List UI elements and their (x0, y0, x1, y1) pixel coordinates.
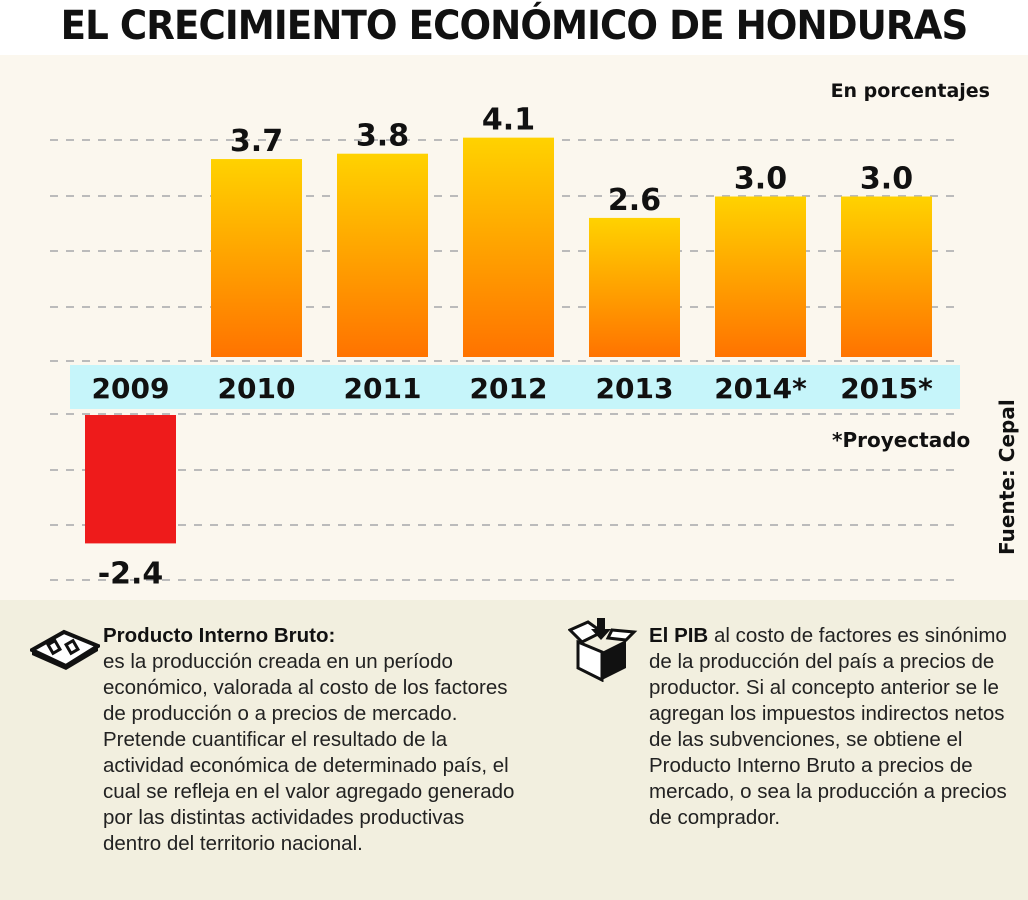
data-label: 4.1 (482, 103, 535, 138)
bar (715, 196, 806, 357)
category-label: 2013 (596, 372, 674, 405)
note-text: es la producción creada en un período ec… (103, 650, 515, 855)
category-band (70, 365, 960, 409)
note-heading: El PIB (649, 624, 709, 647)
notes-panel (0, 600, 1028, 900)
category-label: 2015* (840, 372, 933, 405)
bar (841, 196, 932, 357)
bar (85, 415, 176, 544)
money-icon (30, 629, 100, 670)
note-heading: Producto Interno Bruto: (103, 624, 336, 647)
bar-chart: -2.4 2009 3.7 2010 3.8 2011 4.1 2012 2.6 2013 3.0 2… (50, 103, 960, 591)
bar (211, 159, 302, 357)
note-text: al costo de factores es sinónimo de la p… (649, 624, 1007, 829)
box-icon (568, 618, 638, 682)
source-label: Fuente: Cepal (995, 399, 1019, 555)
data-label: 3.8 (356, 119, 409, 154)
bar (337, 153, 428, 357)
note-pib-factores: El PIB al costo de factores es sinónimo … (649, 623, 1009, 831)
bar (463, 137, 554, 357)
footnote: *Proyectado (832, 428, 971, 452)
note-pib-definition: Producto Interno Bruto: es la producción … (103, 623, 523, 857)
category-label: 2014* (714, 372, 807, 405)
data-label: 3.7 (230, 124, 283, 159)
category-label: 2011 (344, 372, 422, 405)
category-label: 2010 (218, 372, 296, 405)
data-label: -2.4 (98, 556, 164, 591)
bar (589, 217, 680, 357)
unit-label: En porcentajes (830, 80, 990, 102)
data-label: 3.0 (860, 162, 913, 197)
data-label: 2.6 (608, 183, 661, 218)
category-label: 2012 (470, 372, 548, 405)
category-label: 2009 (92, 372, 170, 405)
chart-title: EL CRECIMIENTO ECONÓMICO DE HONDURAS (60, 3, 969, 49)
data-label: 3.0 (734, 162, 787, 197)
